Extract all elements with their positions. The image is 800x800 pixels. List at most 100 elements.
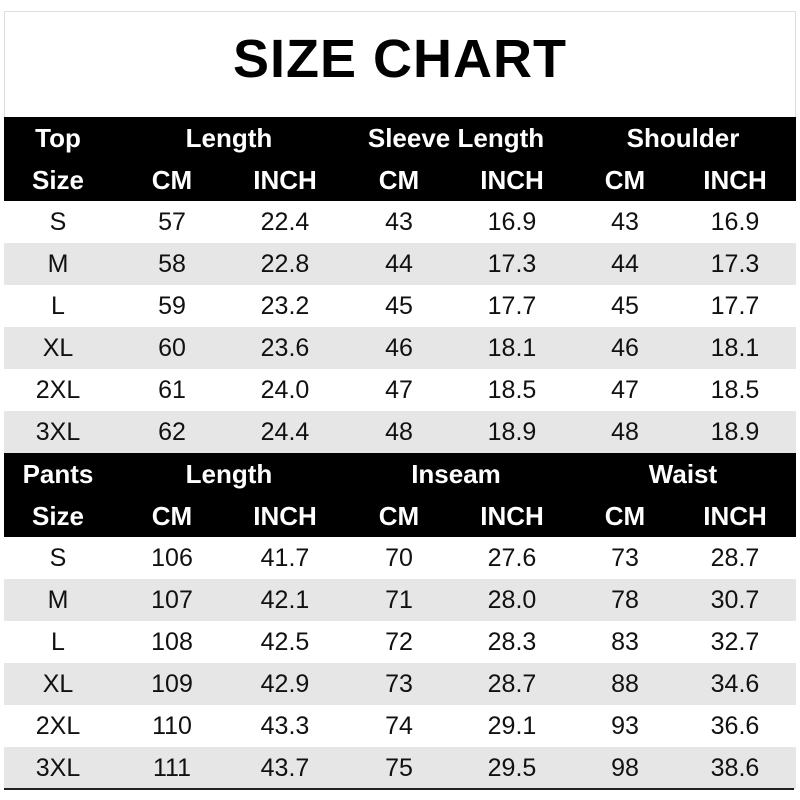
- table-cell: 18.9: [710, 418, 760, 446]
- table-cell: 24.0: [260, 376, 310, 404]
- table-cell: 36.6: [710, 712, 760, 740]
- table-cell: 74: [385, 712, 413, 740]
- table-cell: 42.1: [260, 586, 310, 614]
- table-cell: 34.6: [710, 670, 760, 698]
- table-cell: 78: [611, 586, 639, 614]
- size-label-top: Pants: [22, 459, 94, 489]
- table-cell: 44: [611, 250, 639, 278]
- table-cell: 47: [611, 376, 639, 404]
- table-cell: 59: [158, 292, 186, 320]
- table-cell: 18.5: [710, 376, 760, 404]
- unit-header: INCH: [480, 165, 544, 195]
- table-cell: 29.1: [487, 712, 537, 740]
- table-cell: 23.6: [260, 334, 310, 362]
- size-cell: XL: [42, 334, 74, 362]
- unit-header: INCH: [253, 501, 317, 531]
- table-cell: 110: [152, 712, 192, 740]
- size-cell: 2XL: [35, 712, 81, 740]
- table-cell: 18.9: [487, 418, 537, 446]
- title-frame: [4, 11, 796, 117]
- table-cell: 46: [385, 334, 413, 362]
- table-cell: 48: [611, 418, 639, 446]
- table-cell: 28.7: [710, 544, 760, 572]
- table-cell: 73: [611, 544, 639, 572]
- table-cell: 30.7: [710, 586, 760, 614]
- table-cell: 18.1: [710, 334, 760, 362]
- table-cell: 17.3: [487, 250, 537, 278]
- table-cell: 29.5: [487, 754, 537, 782]
- table-cell: 111: [152, 754, 191, 782]
- table-cell: 38.6: [710, 754, 760, 782]
- size-cell: S: [49, 208, 67, 236]
- table-cell: 17.7: [487, 292, 537, 320]
- group-header: Waist: [648, 459, 718, 489]
- table-cell: 32.7: [710, 628, 760, 656]
- unit-header: CM: [604, 165, 646, 195]
- size-label-bottom: Size: [31, 165, 85, 195]
- table-cell: 43: [611, 208, 639, 236]
- table-cell: 22.4: [260, 208, 310, 236]
- table-cell: 47: [385, 376, 413, 404]
- table-cell: 45: [611, 292, 639, 320]
- table-cell: 28.7: [487, 670, 537, 698]
- table-row: 2XL 61 24.0 47 18.5 47 18.5: [4, 369, 796, 411]
- table-cell: 43: [385, 208, 413, 236]
- table-row: 3XL 111 43.7 75 29.5 98 38.6: [4, 747, 796, 789]
- size-cell: XL: [42, 670, 74, 698]
- table-cell: 18.5: [487, 376, 537, 404]
- table-row: L 59 23.2 45 17.7 45 17.7: [4, 285, 796, 327]
- table-row: 3XL 62 24.4 48 18.9 48 18.9: [4, 411, 796, 453]
- table-cell: 16.9: [710, 208, 760, 236]
- group-header: Length: [185, 123, 273, 153]
- table-cell: 75: [385, 754, 413, 782]
- table-cell: 23.2: [260, 292, 310, 320]
- table-cell: 98: [611, 754, 639, 782]
- size-label-bottom: Size: [31, 501, 85, 531]
- table-row: M 107 42.1 71 28.0 78 30.7: [4, 579, 796, 621]
- size-cell: L: [51, 628, 65, 656]
- table-cell: 44: [385, 250, 413, 278]
- table-cell: 71: [385, 586, 413, 614]
- table-cell: 18.1: [487, 334, 537, 362]
- group-header: Length: [185, 459, 273, 489]
- table-cell: 41.7: [260, 544, 310, 572]
- size-cell: M: [47, 250, 69, 278]
- table-row: S 106 41.7 70 27.6 73 28.7: [4, 537, 796, 579]
- table-cell: 108: [151, 628, 193, 656]
- table-cell: 28.3: [487, 628, 537, 656]
- table-row: L 108 42.5 72 28.3 83 32.7: [4, 621, 796, 663]
- table-cell: 24.4: [260, 418, 310, 446]
- table-cell: 88: [611, 670, 639, 698]
- unit-header: CM: [151, 501, 193, 531]
- table-row: XL 60 23.6 46 18.1 46 18.1: [4, 327, 796, 369]
- unit-header: INCH: [253, 165, 317, 195]
- table-cell: 72: [385, 628, 413, 656]
- table-cell: 42.5: [260, 628, 310, 656]
- table-cell: 17.7: [710, 292, 760, 320]
- size-cell: S: [49, 544, 67, 572]
- table-cell: 109: [151, 670, 193, 698]
- unit-header: CM: [604, 501, 646, 531]
- unit-header: INCH: [703, 165, 767, 195]
- table-cell: 27.6: [487, 544, 537, 572]
- table-cell: 17.3: [710, 250, 760, 278]
- unit-header: CM: [151, 165, 193, 195]
- unit-header: INCH: [703, 501, 767, 531]
- bottom-divider: [4, 788, 794, 790]
- table-row: S 57 22.4 43 16.9 43 16.9: [4, 201, 796, 243]
- size-cell: M: [47, 586, 69, 614]
- group-header: Sleeve Length: [367, 123, 545, 153]
- unit-header: INCH: [480, 501, 544, 531]
- table-cell: 57: [158, 208, 186, 236]
- table-cell: 83: [611, 628, 639, 656]
- size-label-top: Top: [35, 123, 81, 153]
- table-cell: 61: [158, 376, 186, 404]
- size-cell: L: [51, 292, 65, 320]
- table-row: XL 109 42.9 73 28.7 88 34.6: [4, 663, 796, 705]
- table-cell: 16.9: [487, 208, 537, 236]
- pants-header: Pants Size Length Inseam Waist CM INCH CM INCH CM…: [4, 453, 796, 537]
- size-cell: 2XL: [35, 376, 81, 404]
- table-cell: 93: [611, 712, 639, 740]
- table-cell: 106: [151, 544, 193, 572]
- table-cell: 107: [151, 586, 193, 614]
